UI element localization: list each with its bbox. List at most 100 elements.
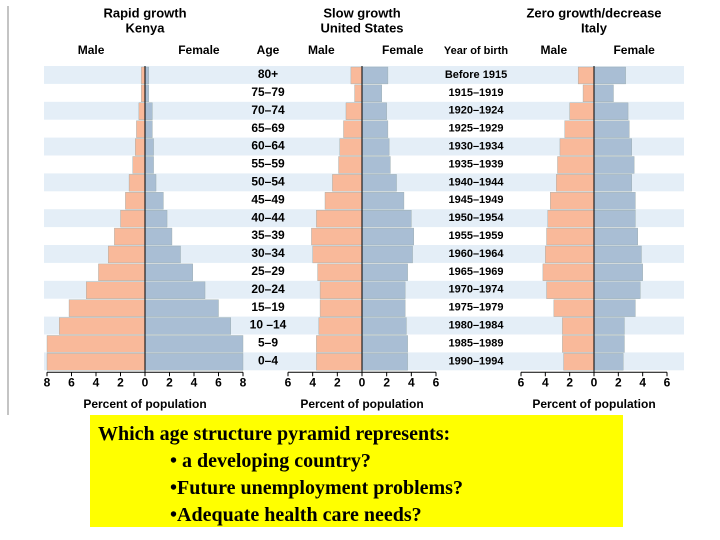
bar bbox=[120, 209, 146, 228]
bar bbox=[593, 66, 626, 85]
bar bbox=[312, 245, 363, 264]
bar bbox=[316, 353, 363, 371]
question-item: •Adequate health care needs? bbox=[170, 504, 422, 526]
x-axis-label: Percent of population bbox=[532, 397, 655, 411]
bar bbox=[144, 263, 193, 281]
bar bbox=[361, 102, 387, 120]
bar bbox=[144, 209, 168, 228]
chart-subtitle: United States bbox=[320, 20, 403, 35]
bar bbox=[46, 335, 146, 353]
legend-label: Female bbox=[178, 43, 220, 57]
bar bbox=[577, 66, 595, 85]
chart-subtitle: Kenya bbox=[125, 20, 165, 35]
birth-year-label: 1985–1989 bbox=[448, 337, 503, 349]
bar bbox=[361, 84, 382, 103]
x-tick-label: 2 bbox=[117, 375, 124, 389]
age-label: 35–39 bbox=[251, 228, 285, 242]
bar bbox=[556, 174, 595, 192]
x-tick-label: 4 bbox=[408, 375, 415, 389]
age-label: 55–59 bbox=[251, 157, 285, 171]
bar bbox=[545, 245, 595, 264]
bar bbox=[125, 192, 146, 210]
bar bbox=[141, 84, 146, 103]
bar bbox=[593, 245, 642, 264]
bar bbox=[564, 120, 595, 138]
bar bbox=[593, 84, 614, 103]
bar bbox=[144, 353, 244, 371]
bar bbox=[593, 156, 635, 174]
bar bbox=[582, 84, 595, 103]
bar bbox=[354, 84, 363, 103]
age-label: 75–79 bbox=[251, 85, 285, 99]
birth-year-label: 1935–1939 bbox=[448, 158, 503, 170]
question-item: •Future unemployment problems? bbox=[170, 477, 463, 499]
bar bbox=[562, 335, 595, 353]
bar bbox=[593, 192, 636, 210]
bar bbox=[361, 263, 408, 281]
bar bbox=[361, 335, 408, 353]
birth-year-label: 1920–1924 bbox=[448, 105, 504, 117]
bar bbox=[593, 227, 638, 246]
bar bbox=[361, 192, 405, 210]
birth-year-label: 1980–1984 bbox=[448, 319, 504, 331]
age-label: 70–74 bbox=[251, 103, 285, 117]
age-label: 50–54 bbox=[251, 175, 285, 189]
bar bbox=[593, 174, 632, 192]
x-tick-label: 8 bbox=[240, 375, 247, 389]
birth-year-label: 1965–1969 bbox=[448, 266, 503, 278]
bar bbox=[361, 317, 407, 335]
age-label: 65–69 bbox=[251, 121, 285, 135]
legend-label: Male bbox=[541, 43, 568, 57]
bar bbox=[350, 66, 363, 85]
birth-year-label: 1940–1944 bbox=[448, 176, 504, 188]
age-heading: Age bbox=[257, 43, 280, 57]
bar bbox=[144, 138, 154, 156]
chart-title: Slow growth bbox=[323, 5, 400, 20]
x-tick-label: 4 bbox=[93, 375, 100, 389]
x-tick-label: 6 bbox=[215, 375, 222, 389]
birth-year-label: 1990–1994 bbox=[448, 355, 504, 367]
age-label: 20–24 bbox=[251, 282, 285, 296]
birth-year-label: 1970–1974 bbox=[448, 284, 504, 296]
bar bbox=[361, 353, 408, 371]
bar bbox=[311, 227, 363, 246]
birth-year-label: 1945–1949 bbox=[448, 194, 503, 206]
x-tick-label: 6 bbox=[285, 375, 292, 389]
bar bbox=[593, 209, 636, 228]
x-tick-label: 6 bbox=[68, 375, 75, 389]
question-prompt: Which age structure pyramid represents: bbox=[98, 423, 451, 445]
chart-title: Rapid growth bbox=[103, 5, 186, 20]
x-tick-label: 2 bbox=[615, 375, 622, 389]
bar bbox=[361, 138, 390, 156]
bar bbox=[68, 299, 146, 317]
bar bbox=[46, 353, 146, 371]
birth-year-label: 1975–1979 bbox=[448, 302, 503, 314]
legend-label: Male bbox=[78, 43, 105, 57]
bar bbox=[553, 299, 595, 317]
bar bbox=[361, 299, 406, 317]
x-tick-label: 4 bbox=[309, 375, 316, 389]
bar bbox=[361, 156, 391, 174]
x-tick-label: 6 bbox=[664, 375, 671, 389]
bar bbox=[345, 102, 363, 120]
bar bbox=[317, 263, 363, 281]
age-label: 15–19 bbox=[251, 300, 285, 314]
bar bbox=[144, 317, 231, 335]
legend-label: Male bbox=[308, 43, 335, 57]
bar bbox=[114, 227, 146, 246]
bar bbox=[141, 66, 146, 85]
bar bbox=[316, 209, 363, 228]
bar bbox=[319, 281, 363, 299]
bar bbox=[128, 174, 146, 192]
bar bbox=[59, 317, 146, 335]
bar bbox=[318, 317, 363, 335]
bar bbox=[108, 245, 146, 264]
age-label: 25–29 bbox=[251, 264, 285, 278]
x-axis-label: Percent of population bbox=[300, 397, 423, 411]
bar bbox=[144, 102, 153, 120]
age-label: 45–49 bbox=[251, 192, 285, 206]
bar bbox=[144, 227, 173, 246]
birth-year-label: 1930–1934 bbox=[448, 140, 504, 152]
bar bbox=[546, 281, 595, 299]
bar bbox=[546, 227, 595, 246]
